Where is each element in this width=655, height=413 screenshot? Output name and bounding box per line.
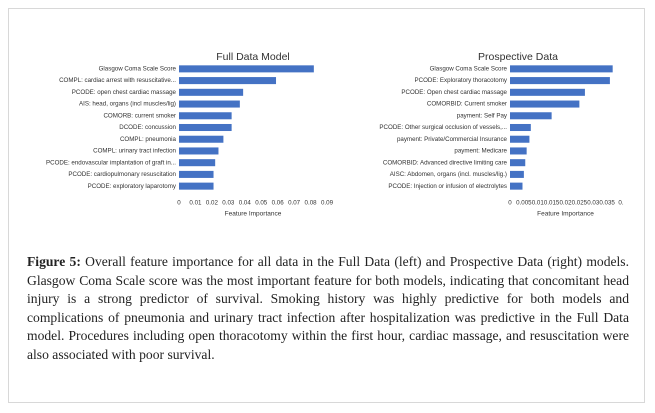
- bar: [179, 100, 240, 108]
- bar: [510, 112, 552, 120]
- y-tick-label: payment: Self Pay: [457, 112, 508, 119]
- charts: Full Data Model Glasgow Coma Scale Score C…: [46, 51, 624, 218]
- x-tick-label: 0.08: [305, 200, 318, 207]
- x-tick-label: 0.005: [516, 200, 532, 207]
- x-axis-label: Feature Importance: [225, 211, 282, 218]
- x-tick-label: 0.035: [599, 200, 615, 207]
- x-tick-label: 0: [508, 200, 512, 207]
- y-tick-label: PCODE: cardiopulmonary resuscitation: [68, 171, 176, 178]
- bar: [510, 147, 527, 155]
- bar: [179, 88, 244, 96]
- x-tick-label: 0.07: [288, 200, 301, 207]
- x-tick-label: 0.04: [239, 200, 252, 207]
- chart-title: Full Data Model: [216, 51, 290, 63]
- bar: [179, 123, 232, 132]
- x-tick-label: 0.: [618, 200, 623, 207]
- frame: [8, 8, 645, 403]
- y-tick-label: PCODE: open chest cardiac massage: [72, 89, 177, 96]
- y-tick-label: PCODE: Injection or infusion of electrol…: [388, 183, 507, 190]
- bar: [510, 88, 585, 96]
- x-tick-label: 0: [177, 200, 181, 207]
- y-tick-label: Glasgow Coma Scale Score: [430, 66, 508, 73]
- bar: [179, 112, 232, 120]
- y-tick-label: COMPL: urinary tract infection: [93, 148, 176, 155]
- x-tick-label: 0.05: [255, 200, 268, 207]
- y-tick-label: Glasgow Coma Scale Score: [99, 66, 177, 73]
- bar: [510, 77, 610, 85]
- chart-title: Prospective Data: [478, 51, 558, 63]
- bar: [179, 65, 314, 73]
- bar: [179, 170, 214, 178]
- bar: [510, 159, 526, 167]
- y-tick-label: AISC: Abdomen, organs (incl. muscles/lig…: [390, 171, 507, 178]
- bar: [510, 135, 530, 143]
- y-tick-label: COMPL: pneumonia: [120, 136, 177, 143]
- y-tick-label: PCODE: Open chest cardiac massage: [401, 89, 507, 96]
- y-tick-label: AIS: head, organs (incl muscles/lig): [79, 101, 176, 108]
- bar: [179, 182, 214, 190]
- bar: [510, 100, 580, 108]
- bar: [179, 77, 277, 85]
- bar: [179, 159, 216, 167]
- bar: [510, 65, 613, 73]
- y-tick-label: PCODE: Exploratory thoracotomy: [414, 77, 507, 84]
- y-tick-label: payment: Private/Commercial Insurance: [397, 136, 508, 143]
- y-tick-label: COMORBID: Current smoker: [427, 101, 507, 108]
- x-tick-label: 0.06: [272, 200, 285, 207]
- x-tick-label: 0.03: [222, 200, 235, 207]
- y-tick-label: DCODE: concussion: [119, 124, 176, 131]
- x-axis-label: Feature Importance: [537, 211, 594, 218]
- bar: [179, 147, 219, 155]
- caption-text: Overall feature importance for all data …: [27, 254, 629, 362]
- x-tick-label: 0.03: [587, 200, 600, 207]
- bar: [510, 123, 531, 132]
- y-tick-label: PCODE: endovascular implantation of graf…: [46, 159, 176, 166]
- x-tick-label: 0.01: [532, 200, 545, 207]
- y-tick-label: payment: Medicare: [454, 148, 507, 155]
- x-tick-label: 0.02: [206, 200, 219, 207]
- x-tick-label: 0.02: [559, 200, 572, 207]
- x-tick-label: 0.01: [189, 200, 202, 207]
- x-tick-label: 0.025: [572, 200, 588, 207]
- y-tick-label: COMPL: cardiac arrest with resuscitative…: [59, 77, 176, 84]
- x-tick-label: 0.015: [544, 200, 560, 207]
- bar: [510, 182, 523, 190]
- bar: [179, 135, 224, 143]
- y-tick-label: PCODE: Other surgical occlusion of vesse…: [379, 124, 507, 131]
- y-tick-label: PCODE: exploratory laparotomy: [88, 183, 177, 190]
- caption-label: Figure 5:: [27, 254, 81, 269]
- bar: [510, 170, 524, 178]
- y-tick-label: COMORB: current smoker: [103, 112, 176, 119]
- caption: Figure 5: Overall feature importance for…: [27, 253, 629, 365]
- x-tick-label: 0.09: [321, 200, 334, 207]
- y-tick-label: COMORBID: Advanced directive limiting ca…: [383, 159, 508, 166]
